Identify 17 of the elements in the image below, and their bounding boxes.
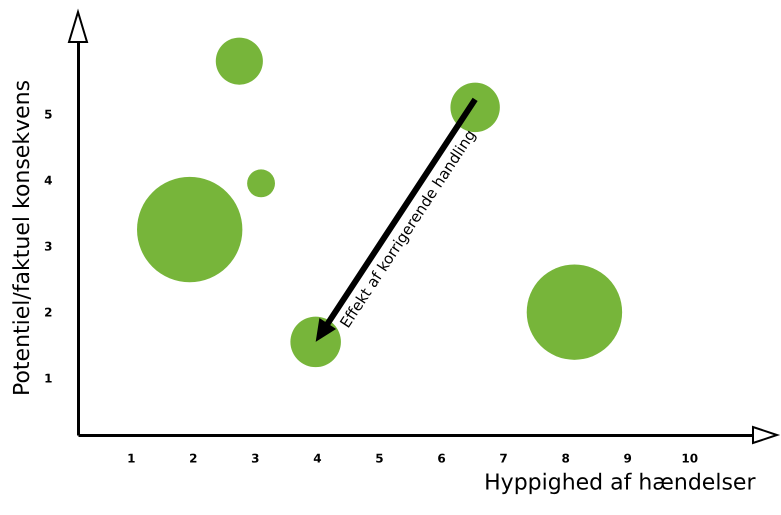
x-axis-title: Hyppighed af hændelser xyxy=(484,470,756,496)
y-tick-label: 2 xyxy=(44,306,52,320)
x-tick-label: 2 xyxy=(189,452,198,466)
y-tick-label: 3 xyxy=(44,240,52,254)
y-tick-label: 4 xyxy=(44,174,52,188)
x-tick-label: 4 xyxy=(313,452,322,466)
x-tick-label: 1 xyxy=(127,452,136,466)
x-tick-label: 7 xyxy=(499,452,508,466)
x-tick-label: 5 xyxy=(375,452,384,466)
y-tick-label: 1 xyxy=(44,372,52,386)
y-axis-title: Potentiel/faktuel konsekvens xyxy=(10,80,36,396)
y-tick-label: 5 xyxy=(44,107,52,122)
x-tick-label: 8 xyxy=(561,452,570,466)
x-tick-label: 10 xyxy=(681,452,698,466)
x-tick-label: 9 xyxy=(623,452,632,466)
x-tick-label: 6 xyxy=(437,452,446,466)
x-tick-label: 3 xyxy=(251,452,260,466)
